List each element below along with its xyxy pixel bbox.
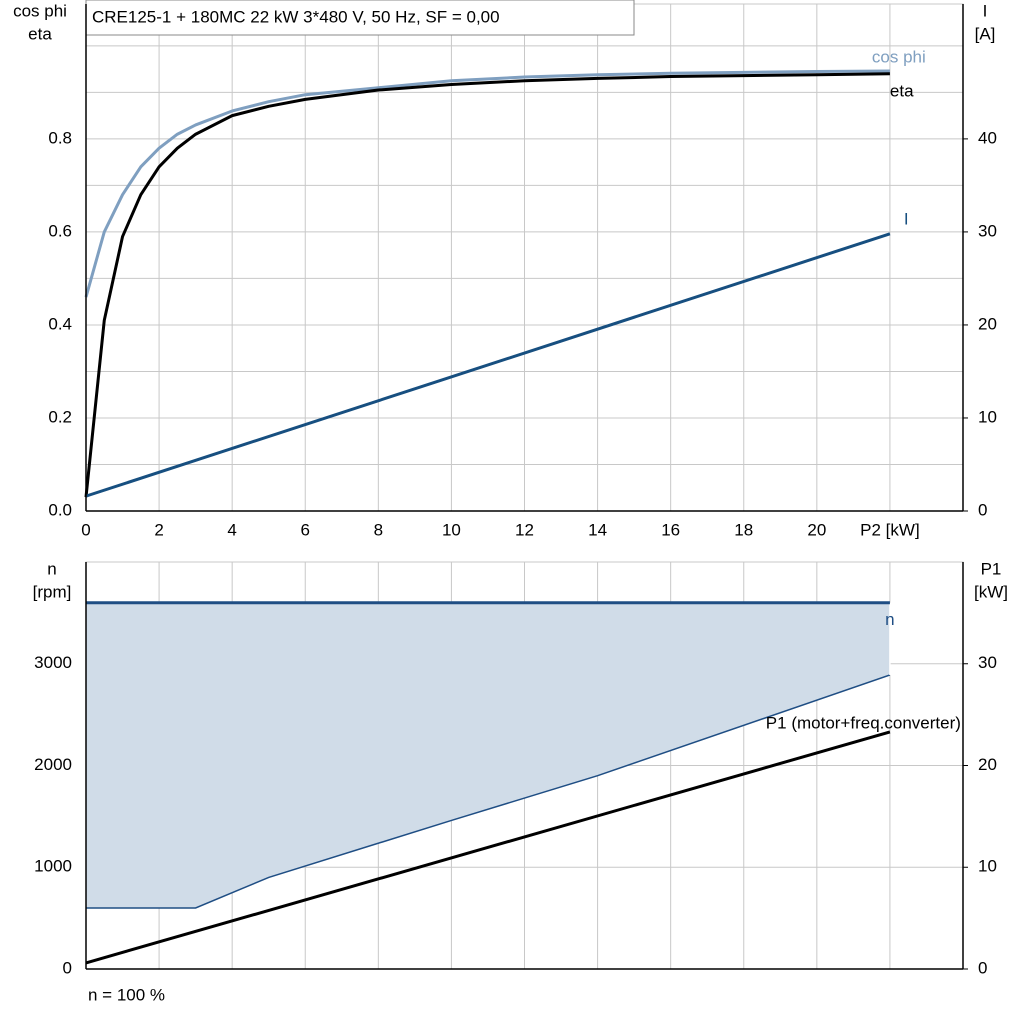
- x-tick-label: 10: [442, 520, 461, 539]
- series-line: [85, 730, 891, 965]
- y2-axis-label: I: [983, 1, 988, 20]
- y-tick-label: 0.0: [48, 500, 72, 519]
- y2-tick-label: 0: [978, 500, 987, 519]
- y-axis-label: eta: [28, 24, 52, 43]
- y2-tick-label: 10: [978, 857, 997, 876]
- y-tick-label: 1000: [34, 857, 72, 876]
- y2-tick-label: 20: [978, 755, 997, 774]
- y2-tick-label: 30: [978, 653, 997, 672]
- series-line: [84, 69, 890, 298]
- x-tick-label: 8: [374, 520, 383, 539]
- series-line: [85, 232, 891, 498]
- x-tick-label: 6: [301, 520, 310, 539]
- series-label: cos phi: [872, 47, 926, 66]
- note: n = 100 %: [88, 985, 165, 1004]
- y-tick-label: 3000: [34, 653, 72, 672]
- x-tick-label: P2 [kW]: [860, 520, 920, 539]
- y-axis-label: n: [47, 559, 56, 578]
- operating-area: [86, 602, 890, 908]
- x-tick-label: 14: [588, 520, 607, 539]
- series-label: eta: [890, 81, 914, 100]
- y-tick-label: 0.8: [48, 128, 72, 147]
- y-tick-label: 0.6: [48, 221, 72, 240]
- x-tick-label: 12: [515, 520, 534, 539]
- y2-tick-label: 30: [978, 221, 997, 240]
- y2-axis-label: P1: [981, 559, 1002, 578]
- series-line: [84, 72, 890, 498]
- y2-axis-label: [A]: [975, 24, 996, 43]
- y2-tick-label: 0: [978, 958, 987, 977]
- y-tick-label: 2000: [34, 755, 72, 774]
- x-tick-label: 4: [227, 520, 236, 539]
- x-tick-label: 2: [154, 520, 163, 539]
- x-tick-label: 18: [734, 520, 753, 539]
- y-tick-label: 0.4: [48, 314, 72, 333]
- x-tick-label: 16: [661, 520, 680, 539]
- y2-tick-label: 10: [978, 407, 997, 426]
- y2-tick-label: 20: [978, 314, 997, 333]
- y2-axis-label: [kW]: [974, 582, 1008, 601]
- series-label: I: [904, 209, 909, 228]
- x-tick-label: 20: [807, 520, 826, 539]
- chart-title: CRE125-1 + 180MC 22 kW 3*480 V, 50 Hz, S…: [92, 7, 500, 26]
- x-tick-label: 0: [81, 520, 90, 539]
- y-tick-label: 0: [63, 958, 72, 977]
- y-axis-label: [rpm]: [33, 582, 72, 601]
- y-axis-label: cos phi: [13, 1, 67, 20]
- min-speed-line: [86, 674, 891, 909]
- series-label: P1 (motor+freq.converter): [766, 713, 961, 732]
- y2-tick-label: 40: [978, 128, 997, 147]
- series-label: n: [885, 610, 894, 629]
- y-tick-label: 0.2: [48, 407, 72, 426]
